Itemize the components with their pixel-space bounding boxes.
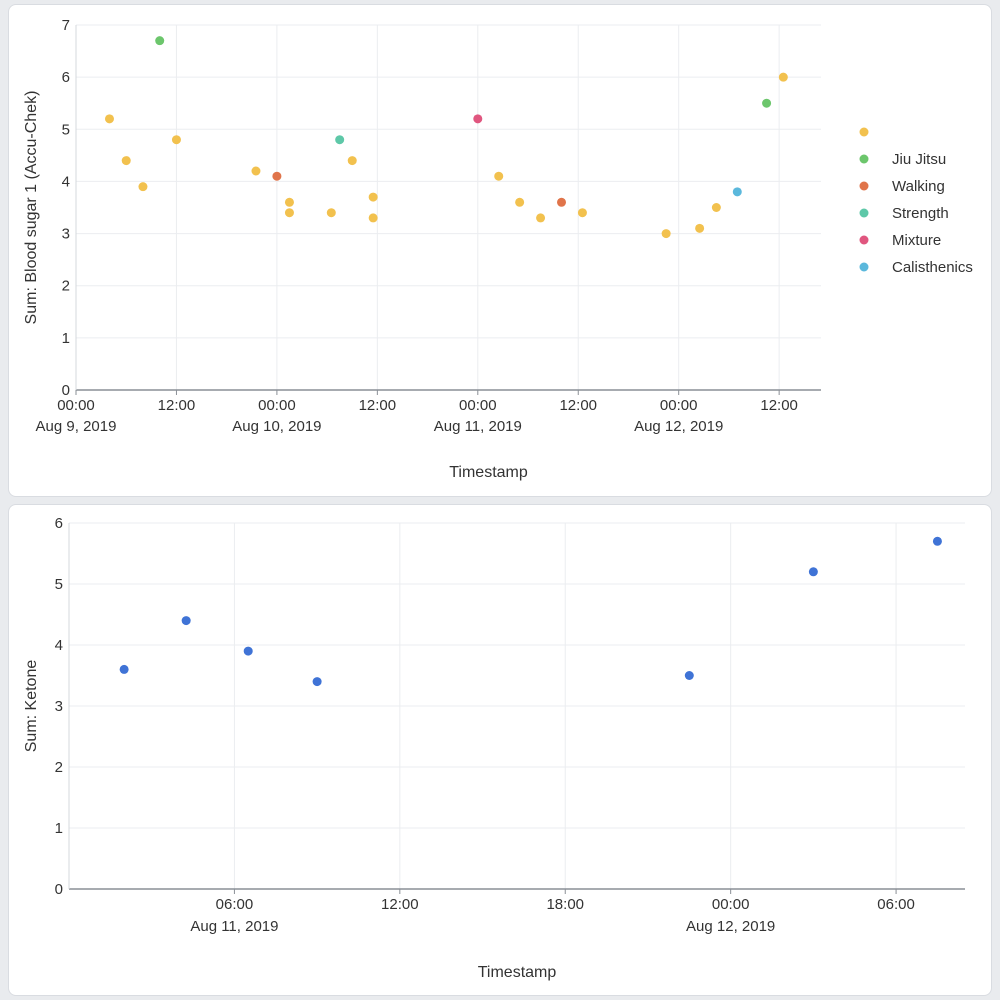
legend-label: Jiu Jitsu <box>892 151 946 168</box>
data-point <box>335 135 345 145</box>
data-point <box>695 223 705 233</box>
y-tick-label: 0 <box>62 382 70 399</box>
data-point <box>119 664 129 674</box>
y-tick-label: 6 <box>62 69 70 86</box>
x-tick-label: 06:00 <box>877 896 915 913</box>
y-tick-label: 2 <box>55 759 63 776</box>
data-point <box>284 208 294 218</box>
data-point <box>762 98 772 108</box>
x-tick-label: 00:00 <box>660 397 698 414</box>
y-tick-label: 1 <box>62 330 70 347</box>
y-tick-label: 4 <box>62 173 70 190</box>
x-tick-label: 12:00 <box>359 397 397 414</box>
legend-marker <box>859 235 869 245</box>
x-tick-label: 00:00 <box>258 397 296 414</box>
x-tick-label: 12:00 <box>158 397 196 414</box>
legend-label: Mixture <box>892 232 941 249</box>
y-tick-label: 3 <box>62 226 70 243</box>
x-tick-label: 00:00 <box>712 896 750 913</box>
blood-sugar-scatter-chart: 0 1 2 3 4 5 6 7 00:00 Aug 9, 2019 12:00 00:00 Aug 10… <box>23 17 973 481</box>
x-tick-date-label: Aug 11, 2019 <box>190 918 278 935</box>
data-point <box>284 197 294 207</box>
data-point <box>347 156 357 166</box>
data-point <box>155 36 165 46</box>
data-point <box>778 72 788 82</box>
legend-label: Calisthenics <box>892 259 973 276</box>
x-tick-label: 00:00 <box>459 397 497 414</box>
x-tick-date-label: Aug 12, 2019 <box>686 918 775 935</box>
x-tick-label: 00:00 <box>57 397 95 414</box>
data-point <box>171 135 181 145</box>
data-point <box>121 156 131 166</box>
y-tick-label: 6 <box>55 515 63 532</box>
data-point <box>251 166 261 176</box>
data-point <box>515 197 525 207</box>
y-tick-label: 2 <box>62 278 70 295</box>
legend-marker <box>859 208 869 218</box>
data-point <box>272 171 282 181</box>
data-point <box>138 182 148 192</box>
y-tick-label: 4 <box>55 637 63 654</box>
data-point <box>312 677 322 687</box>
data-point <box>808 567 818 577</box>
data-point <box>494 171 504 181</box>
legend-marker <box>859 127 869 137</box>
legend-marker <box>859 181 869 191</box>
y-tick-label: 5 <box>62 121 70 138</box>
y-tick-label: 3 <box>55 698 63 715</box>
legend-marker <box>859 154 869 164</box>
data-point <box>473 114 483 124</box>
ketone-scatter-chart: 0 1 2 3 4 5 6 06:00 Aug 11, 2019 12:00 18:00 00:00 A… <box>23 515 965 981</box>
y-tick-label: 0 <box>55 881 63 898</box>
data-point <box>557 197 567 207</box>
x-axis-title: Timestamp <box>449 464 528 481</box>
y-axis-title: Sum: Blood sugar 1 (Accu-Chek) <box>23 91 40 325</box>
legend-label: Strength <box>892 205 949 222</box>
data-point <box>684 671 694 680</box>
data-point <box>932 536 942 546</box>
x-tick-label: 06:00 <box>216 896 254 913</box>
data-point <box>104 114 114 124</box>
y-tick-label: 7 <box>62 17 70 34</box>
blood-sugar-chart-panel: 0 1 2 3 4 5 6 7 00:00 Aug 9, 2019 12:00 00:00 Aug 10… <box>8 4 992 497</box>
data-point <box>326 208 336 218</box>
x-tick-label: 12:00 <box>559 397 597 414</box>
y-tick-label: 5 <box>55 576 63 593</box>
data-point <box>711 203 721 212</box>
x-tick-date-label: Aug 11, 2019 <box>434 418 522 435</box>
x-tick-label: 12:00 <box>381 896 419 913</box>
legend-label: Walking <box>892 178 945 195</box>
x-tick-date-label: Aug 12, 2019 <box>634 418 723 435</box>
data-point <box>181 616 191 626</box>
data-point <box>577 208 587 218</box>
x-axis-title: Timestamp <box>478 964 557 981</box>
y-tick-label: 1 <box>55 820 63 837</box>
legend-marker <box>859 262 869 272</box>
data-point <box>243 646 253 656</box>
ketone-chart-panel: 0 1 2 3 4 5 6 06:00 Aug 11, 2019 12:00 18:00 00:00 A… <box>8 504 992 996</box>
x-tick-date-label: Aug 9, 2019 <box>36 418 117 435</box>
x-tick-label: 12:00 <box>760 397 798 414</box>
data-point <box>368 213 378 223</box>
data-point <box>732 187 742 197</box>
data-point <box>536 213 546 223</box>
data-point <box>368 192 378 202</box>
y-axis-title: Sum: Ketone <box>23 660 40 753</box>
x-tick-label: 18:00 <box>546 896 584 913</box>
data-point <box>661 229 671 239</box>
x-tick-date-label: Aug 10, 2019 <box>232 418 321 435</box>
